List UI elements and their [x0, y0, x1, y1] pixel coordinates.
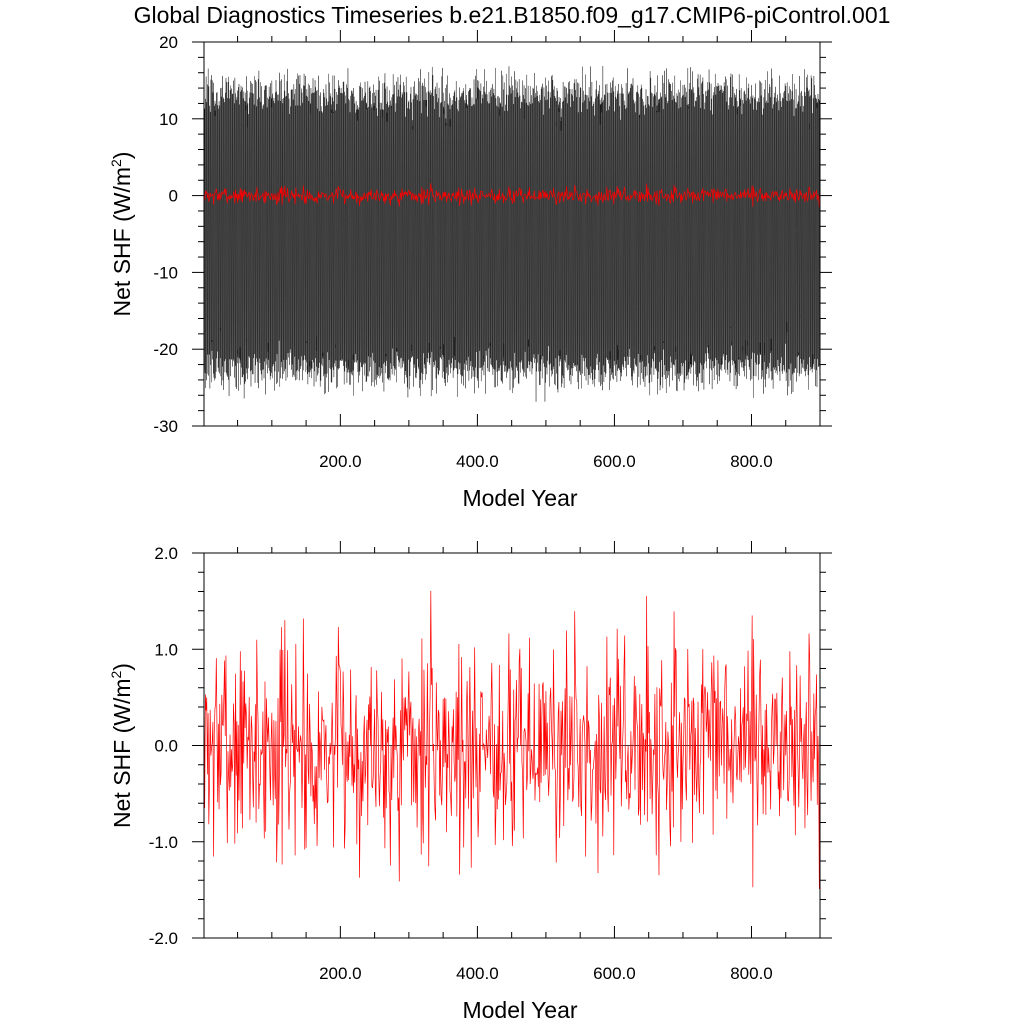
x-tick-label: 200.0 [319, 964, 362, 983]
x-tick-label: 600.0 [593, 452, 636, 471]
y-tick-label: -1.0 [149, 833, 178, 852]
y-axis-title: Net SHF (W/m2) [108, 152, 135, 317]
x-tick-label: 400.0 [456, 964, 499, 983]
top-panel: 200.0 400.0 600.0 800.0 -30 -20 -10 0 10 20 Model … [108, 30, 832, 511]
series-line-monthly [204, 65, 820, 402]
plot-area [204, 590, 820, 890]
y-tick-label: 0 [169, 187, 178, 206]
y-tick-label: 1.0 [154, 640, 178, 659]
y-tick-label: 10 [159, 110, 178, 129]
y-tick-label: 20 [159, 33, 178, 52]
x-tick-label: 400.0 [456, 452, 499, 471]
x-tick-label: 800.0 [730, 452, 773, 471]
series-line-annual [204, 183, 820, 208]
y-tick-label: -10 [153, 263, 178, 282]
y-axis-title: Net SHF (W/m2) [108, 663, 135, 828]
y-tick-label: -30 [153, 417, 178, 436]
y-tick-label: -20 [153, 340, 178, 359]
series-line-annual [204, 590, 820, 890]
y-tick-label: 0.0 [154, 737, 178, 756]
x-axis-title: Model Year [462, 997, 577, 1023]
x-tick-label: 200.0 [319, 452, 362, 471]
bottom-panel: 200.0 400.0 600.0 800.0 -2.0 -1.0 0.0 1.0 2.0 Mod… [108, 541, 832, 1023]
page-title: Global Diagnostics Timeseries b.e21.B185… [133, 2, 891, 28]
x-tick-label: 600.0 [593, 964, 636, 983]
y-tick-label: -2.0 [149, 929, 178, 948]
x-tick-label: 800.0 [730, 964, 773, 983]
y-tick-label: 2.0 [154, 544, 178, 563]
x-axis-title: Model Year [462, 485, 577, 511]
plot-area [204, 65, 820, 402]
